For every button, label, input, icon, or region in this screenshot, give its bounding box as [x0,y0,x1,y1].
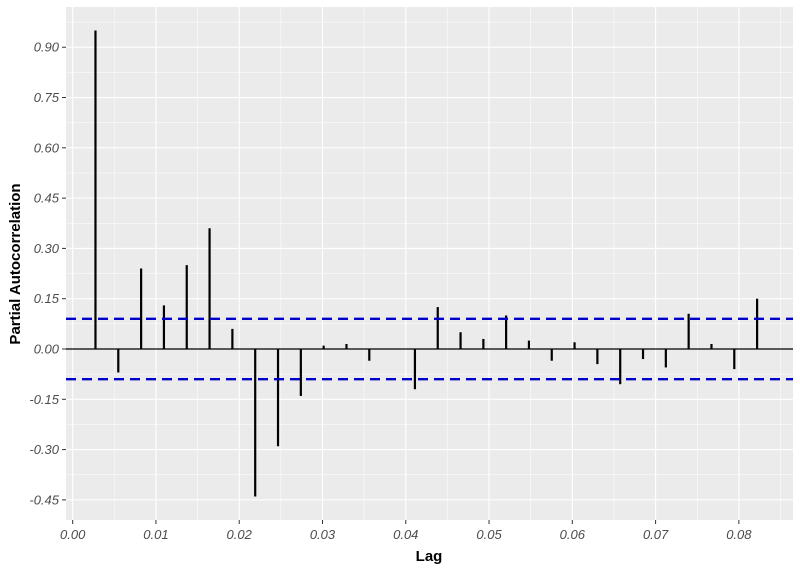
y-tick-label: 0.60 [34,140,60,155]
x-tick-label: 0.05 [476,527,502,542]
y-tick-label: 0.15 [34,291,60,306]
x-axis-title: Lag [416,548,443,565]
grid-lines [66,7,793,520]
y-tick-label: 0.45 [34,191,60,206]
y-axis-title: Partial Autocorrelation [7,183,24,344]
x-tick-label: 0.00 [60,527,86,542]
y-tick-label: 0.00 [34,342,60,357]
y-tick-label: 0.90 [34,40,60,55]
x-tick-label: 0.08 [726,527,752,542]
x-tick-label: 0.07 [643,527,669,542]
y-tick-label: -0.30 [29,442,59,457]
x-tick-label: 0.02 [227,527,253,542]
y-tick-label: -0.45 [29,492,59,507]
x-tick-label: 0.01 [143,527,168,542]
y-tick-label: 0.30 [34,241,60,256]
y-tick-label: -0.15 [29,392,59,407]
x-tick-label: 0.06 [560,527,586,542]
y-axis-ticks: -0.45 -0.30 -0.15 0.00 0.15 0.30 0.45 0.60 0.75 0… [29,40,66,507]
x-tick-label: 0.04 [393,527,418,542]
plot-panel [66,7,793,520]
y-tick-label: 0.75 [34,90,60,105]
x-axis-ticks: 0.00 0.01 0.02 0.03 0.04 0.05 0.06 0.07 0.08 [60,520,752,542]
x-tick-label: 0.03 [310,527,336,542]
pacf-bars [94,30,759,497]
